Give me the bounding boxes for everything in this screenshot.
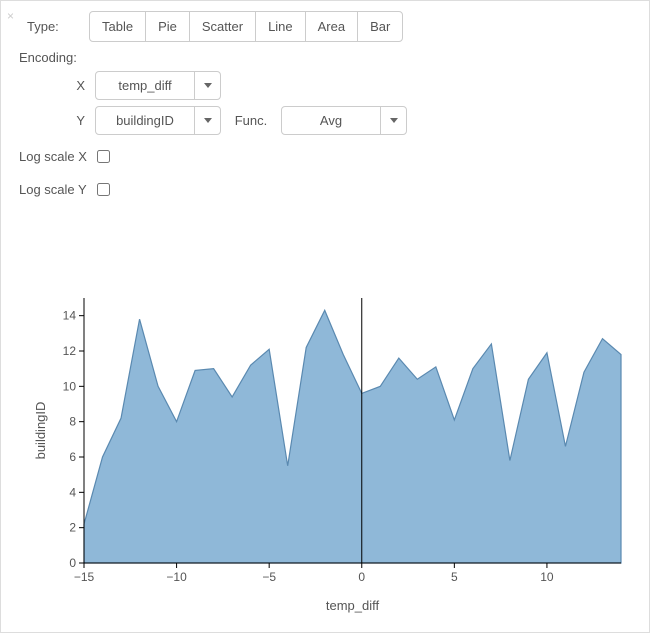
y-axis-label: Y (13, 113, 95, 128)
log-y-checkbox[interactable] (97, 183, 110, 196)
svg-text:6: 6 (69, 450, 76, 464)
type-button-table[interactable]: Table (89, 11, 146, 42)
svg-text:4: 4 (69, 485, 76, 499)
x-field-dropdown[interactable]: temp_diff (95, 71, 221, 100)
type-button-area[interactable]: Area (305, 11, 358, 42)
func-label: Func. (221, 113, 281, 128)
type-button-line[interactable]: Line (255, 11, 306, 42)
x-field-value[interactable]: temp_diff (96, 72, 194, 99)
log-y-label: Log scale Y (19, 182, 87, 197)
svg-text:2: 2 (69, 521, 76, 535)
chart-type-buttons: TablePieScatterLineAreaBar (89, 11, 403, 42)
chevron-down-icon[interactable] (194, 107, 220, 134)
svg-text:0: 0 (69, 556, 76, 570)
y-field-dropdown[interactable]: buildingID (95, 106, 221, 135)
type-button-scatter[interactable]: Scatter (189, 11, 256, 42)
chart-area: 0 2 4 6 8 10 12 14 −15 −10 −5 0 5 10 temp_diff building… (29, 278, 637, 618)
area-chart: 0 2 4 6 8 10 12 14 −15 −10 −5 0 5 10 temp_diff building… (29, 278, 629, 618)
log-x-checkbox[interactable] (97, 150, 110, 163)
svg-text:−10: −10 (166, 570, 187, 584)
type-button-pie[interactable]: Pie (145, 11, 190, 42)
svg-text:0: 0 (358, 570, 365, 584)
func-value[interactable]: Avg (282, 107, 380, 134)
chevron-down-icon[interactable] (380, 107, 406, 134)
encoding-label: Encoding: (19, 50, 637, 65)
svg-text:12: 12 (63, 344, 77, 358)
svg-text:buildingID: buildingID (33, 402, 48, 460)
svg-text:14: 14 (63, 309, 77, 323)
type-label: Type: (27, 19, 89, 34)
svg-text:−5: −5 (262, 570, 276, 584)
svg-text:5: 5 (451, 570, 458, 584)
config-panel: × Type: TablePieScatterLineAreaBar Encod… (0, 0, 650, 633)
func-dropdown[interactable]: Avg (281, 106, 407, 135)
y-field-value[interactable]: buildingID (96, 107, 194, 134)
chevron-down-icon[interactable] (194, 72, 220, 99)
svg-text:10: 10 (63, 379, 77, 393)
x-axis-label: X (13, 78, 95, 93)
svg-text:8: 8 (69, 415, 76, 429)
svg-text:temp_diff: temp_diff (326, 598, 380, 613)
log-x-label: Log scale X (19, 149, 87, 164)
svg-text:−15: −15 (74, 570, 95, 584)
type-button-bar[interactable]: Bar (357, 11, 403, 42)
svg-text:10: 10 (540, 570, 554, 584)
close-icon[interactable]: × (7, 9, 14, 23)
